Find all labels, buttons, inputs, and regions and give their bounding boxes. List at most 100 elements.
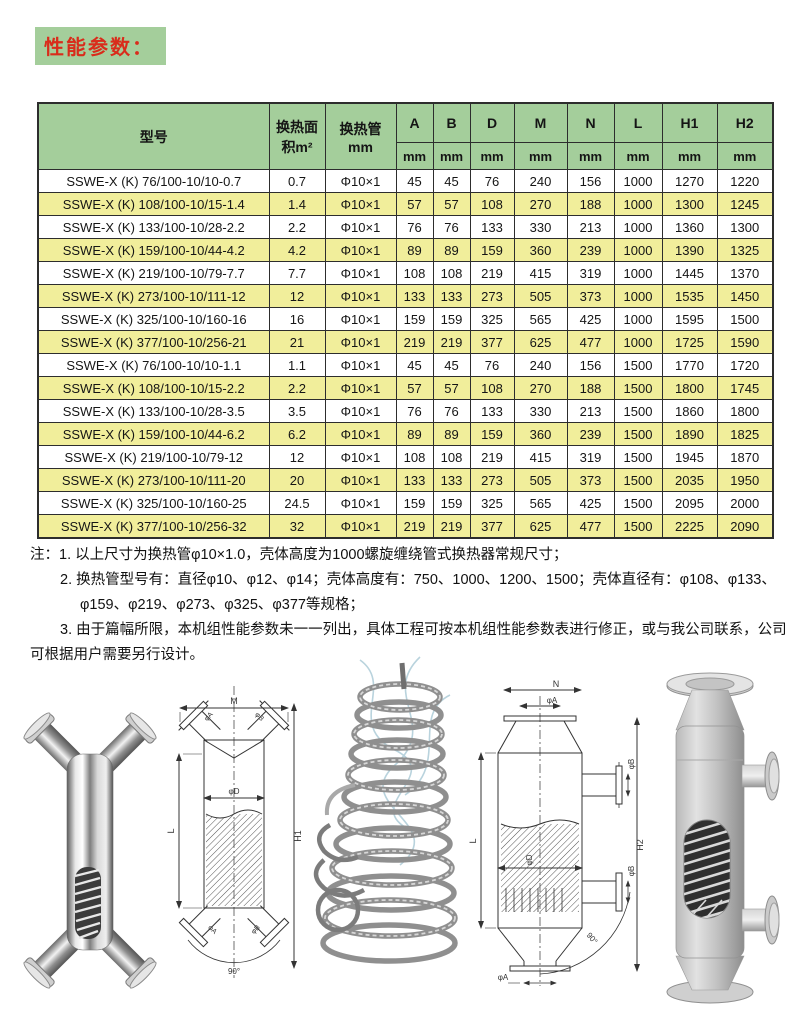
cell-value: 0.7 <box>268 169 326 193</box>
note-line: φ159、φ219、φ273、φ325、φ377等规格； <box>80 597 364 613</box>
cell-value: 3.5 <box>268 399 326 423</box>
cell-value: Φ10×1 <box>324 468 397 492</box>
cell-value: 1500 <box>613 514 663 539</box>
cell-value: 1595 <box>661 307 718 331</box>
cell-value: 156 <box>566 353 615 377</box>
spec-table: 型号 换热面 积m² 换热管 mm A B D M N L H1 H2 mm <box>37 102 774 539</box>
cell-value: 270 <box>513 376 568 400</box>
cell-value: 219 <box>432 514 471 539</box>
cell-value: 1860 <box>661 399 718 423</box>
cell-value: 415 <box>513 445 568 469</box>
cell-value: 565 <box>513 491 568 515</box>
dim-label-angle: 90° <box>228 967 240 976</box>
cell-value: Φ10×1 <box>324 330 397 354</box>
cell-value: 133 <box>432 284 471 308</box>
unit-header: mm <box>566 142 615 170</box>
table-row: SSWE-X (K) 159/100-10/44-4.2 4.2 Φ10×1 89 89… <box>37 238 774 262</box>
cell-value: Φ10×1 <box>324 445 397 469</box>
notes-block: 注：1. 以上尺寸为换热管φ10×1.0，壳体高度为1000螺旋缠绕管式换热器常… <box>30 543 787 668</box>
cell-value: Φ10×1 <box>324 192 397 216</box>
page-title: 性能参数： <box>35 27 166 65</box>
note-line: 可根据用户需要另行设计。 <box>30 647 204 663</box>
cell-value: Φ10×1 <box>324 399 397 423</box>
cell-value: 505 <box>513 284 568 308</box>
unit-header: mm <box>432 142 471 170</box>
cell-value: 1800 <box>661 376 718 400</box>
cell-value: 89 <box>395 422 434 446</box>
upper-side-nozzle <box>741 751 780 801</box>
cell-value: 240 <box>513 353 568 377</box>
dim-label-angle: 90° <box>585 931 600 946</box>
unit-header: mm <box>661 142 718 170</box>
dim-label-phiD: φD <box>229 787 240 796</box>
cell-value: 108 <box>432 261 471 285</box>
cell-value: 219 <box>395 330 434 354</box>
table-row: SSWE-X (K) 219/100-10/79-7.7 7.7 Φ10×1 108 1… <box>37 261 774 285</box>
cell-value: 133 <box>395 284 434 308</box>
cell-value: 325 <box>469 491 515 515</box>
cell-value: 108 <box>395 261 434 285</box>
cell-value: 1000 <box>613 261 663 285</box>
cell-value: Φ10×1 <box>324 307 397 331</box>
dim-label-H2: H2 <box>635 839 644 851</box>
cell-value: Φ10×1 <box>324 169 397 193</box>
dim-label-phiB-top: φB <box>253 711 265 723</box>
top-cone <box>675 689 745 731</box>
cell-value: 1.1 <box>268 353 326 377</box>
cell-value: 1270 <box>661 169 718 193</box>
cell-value: 2225 <box>661 514 718 539</box>
table-row: SSWE-X (K) 219/100-10/79-12 12 Φ10×1 108 108… <box>37 445 774 469</box>
table-row: SSWE-X (K) 159/100-10/44-6.2 6.2 Φ10×1 89 89… <box>37 422 774 446</box>
dim-label-N: N <box>553 679 560 689</box>
cell-value: 108 <box>469 376 515 400</box>
unit-header: mm <box>513 142 568 170</box>
cell-model: SSWE-X (K) 133/100-10/28-3.5 <box>37 399 270 423</box>
table-row: SSWE-X (K) 76/100-10/10-1.1 1.1 Φ10×1 45 45 7… <box>37 353 774 377</box>
cell-value: 108 <box>395 445 434 469</box>
product-photo-side-nozzle-type <box>648 668 793 1008</box>
cell-value: 1500 <box>613 399 663 423</box>
cell-value: 1500 <box>613 468 663 492</box>
cell-value: 4.2 <box>268 238 326 262</box>
cell-value: 1000 <box>613 307 663 331</box>
cell-value: 1870 <box>716 445 774 469</box>
cell-value: 159 <box>432 307 471 331</box>
cell-value: 12 <box>268 284 326 308</box>
cell-value: 133 <box>469 215 515 239</box>
cell-value: 7.7 <box>268 261 326 285</box>
cell-value: 2.2 <box>268 215 326 239</box>
cell-value: 1300 <box>661 192 718 216</box>
cell-value: 1245 <box>716 192 774 216</box>
dim-label-phiA-top: φA <box>547 696 558 705</box>
cell-value: 373 <box>566 284 615 308</box>
table-row: SSWE-X (K) 325/100-10/160-25 24.5 Φ10×1 159… <box>37 491 774 515</box>
area-header-line1: 换热面 <box>276 118 318 135</box>
cell-value: 159 <box>395 491 434 515</box>
cell-value: 377 <box>469 514 515 539</box>
dim-label-M: M <box>230 696 238 706</box>
column-header-A: A <box>395 102 434 143</box>
cell-value: 159 <box>432 491 471 515</box>
table-row: SSWE-X (K) 108/100-10/15-1.4 1.4 Φ10×1 57 57… <box>37 192 774 216</box>
cell-value: 133 <box>469 399 515 423</box>
cell-value: 270 <box>513 192 568 216</box>
cell-value: 425 <box>566 491 615 515</box>
tube-header-line2: mm <box>348 138 373 155</box>
cell-value: 76 <box>395 215 434 239</box>
cell-value: 12 <box>268 445 326 469</box>
cell-value: 76 <box>395 399 434 423</box>
top-flange <box>666 672 754 698</box>
cell-value: 1720 <box>716 353 774 377</box>
cell-value: 45 <box>395 169 434 193</box>
column-header-L: L <box>613 102 663 143</box>
cell-model: SSWE-X (K) 273/100-10/111-20 <box>37 468 270 492</box>
cell-value: 156 <box>566 169 615 193</box>
cell-value: 1450 <box>716 284 774 308</box>
area-header-line2: 积m² <box>281 138 313 155</box>
cell-value: 57 <box>432 192 471 216</box>
cell-value: 360 <box>513 422 568 446</box>
cell-value: 625 <box>513 514 568 539</box>
cell-value: 1000 <box>613 284 663 308</box>
cell-model: SSWE-X (K) 219/100-10/79-12 <box>37 445 270 469</box>
cell-value: 2095 <box>661 491 718 515</box>
